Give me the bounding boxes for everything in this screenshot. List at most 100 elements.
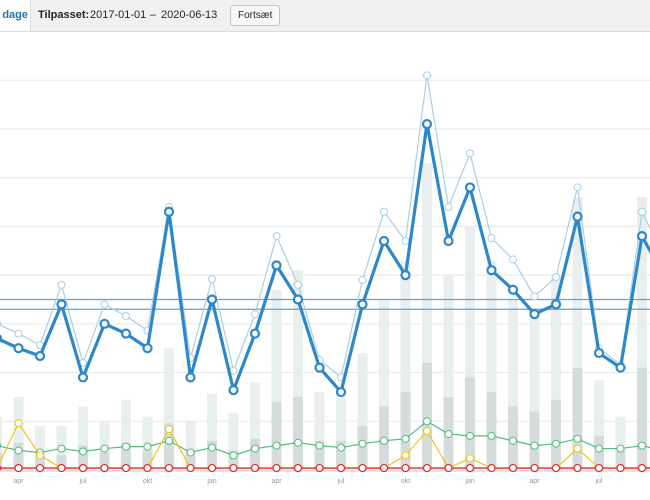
bar-total <box>0 416 2 470</box>
date-from[interactable]: 2017-01-01 <box>90 9 147 21</box>
x-tick-label: apr <box>529 478 540 485</box>
series-main-point <box>550 299 562 310</box>
series-green-point <box>315 441 324 450</box>
bar-dark <box>422 362 432 470</box>
date-to[interactable]: 2020-06-13 <box>161 9 218 21</box>
series-green-point <box>122 442 130 451</box>
bar-total <box>35 426 45 470</box>
series-yellow-point <box>401 451 410 460</box>
x-axis-ticks: apr jul okt jan apr jul okt jan apr jul <box>13 478 603 485</box>
bar-total <box>443 275 454 470</box>
series-green-point <box>186 448 195 457</box>
series-light-point <box>401 237 410 246</box>
bar-dark <box>185 452 196 470</box>
series-red-point <box>487 463 496 473</box>
bar-dark <box>529 411 540 470</box>
series-light-point <box>208 275 216 284</box>
x-tick-label: apr <box>271 478 282 485</box>
series-green-point <box>294 438 302 447</box>
series-yellow-point <box>14 419 23 428</box>
series-red-point <box>14 463 23 473</box>
go-button[interactable]: Fortsæt <box>230 5 281 26</box>
series-green-point <box>79 447 87 456</box>
series-yellow-point <box>36 451 44 460</box>
x-tick-label: jan <box>464 478 474 485</box>
series-light-point <box>272 232 281 241</box>
series-main-point <box>593 347 605 359</box>
series-red-point <box>508 463 518 473</box>
bar-total <box>422 163 432 470</box>
series-red-point <box>250 463 260 473</box>
chart-series <box>0 71 650 473</box>
series-green-point <box>337 443 345 452</box>
series-main-point <box>142 343 153 354</box>
bar-dark <box>357 426 368 470</box>
bar-total <box>121 399 131 470</box>
series-green-point <box>165 436 173 445</box>
series-red-point <box>573 463 582 473</box>
bar-total <box>379 299 389 470</box>
series-main-point <box>378 235 390 247</box>
bar-total <box>164 348 174 470</box>
series-red-point <box>164 463 174 473</box>
series-green-point <box>638 441 646 450</box>
series-red-point <box>35 463 45 473</box>
series-light-point <box>509 255 517 264</box>
series-green-point <box>423 417 431 426</box>
bar-dark <box>271 401 282 470</box>
series-red-point <box>465 463 475 473</box>
bar-dark <box>142 450 153 470</box>
bar-total <box>594 380 604 470</box>
series-green-point <box>272 441 281 450</box>
series-main-point <box>292 294 304 305</box>
x-tick-label: apr <box>13 478 24 485</box>
bar-dark <box>400 392 411 470</box>
series-red-point <box>594 463 604 473</box>
series-yellow-point <box>165 425 173 434</box>
series-light-point <box>552 273 560 282</box>
x-tick-label: okt <box>143 478 152 485</box>
series-green-point <box>466 431 474 440</box>
series-light-point <box>251 310 259 319</box>
bar-dark <box>0 452 2 470</box>
series-main-point <box>56 299 67 310</box>
series-main-point <box>13 343 24 354</box>
series-light-point <box>100 300 109 309</box>
date-separator: – <box>150 9 157 21</box>
bar-total <box>185 421 196 470</box>
series-green-point <box>229 451 238 460</box>
bar-total <box>228 413 239 470</box>
series-light-point <box>358 275 367 284</box>
series-main-point <box>335 386 347 398</box>
bar-total <box>293 270 303 470</box>
series-green-point <box>143 442 152 451</box>
series-main-point <box>185 372 196 383</box>
tab-days[interactable]: dage <box>0 0 31 31</box>
series-light-point <box>530 292 539 301</box>
series-green-point <box>552 439 560 448</box>
series-red-point <box>272 463 281 473</box>
series-light-point <box>423 71 431 80</box>
bar-dark <box>13 442 24 470</box>
series-green-point <box>401 434 410 443</box>
bar-dark <box>594 435 604 470</box>
series-yellow-point <box>423 427 431 436</box>
series-light-point <box>466 149 474 158</box>
series-green-point <box>530 441 539 450</box>
series-red-point <box>143 463 152 473</box>
series-red-point <box>379 463 389 473</box>
bar-total <box>78 406 88 470</box>
series-light-point <box>444 202 453 211</box>
bar-total <box>529 314 540 470</box>
series-green-point <box>380 436 388 445</box>
series-main-point <box>636 231 648 242</box>
series-red-point <box>637 463 647 473</box>
series-red-point <box>444 463 453 473</box>
bar-total <box>615 416 626 470</box>
series-red-point <box>0 465 2 471</box>
bar-dark <box>228 450 239 470</box>
x-tick-label: okt <box>401 478 410 485</box>
bar-dark <box>293 396 303 470</box>
series-green-point <box>595 444 603 453</box>
bar-dark <box>250 438 260 470</box>
